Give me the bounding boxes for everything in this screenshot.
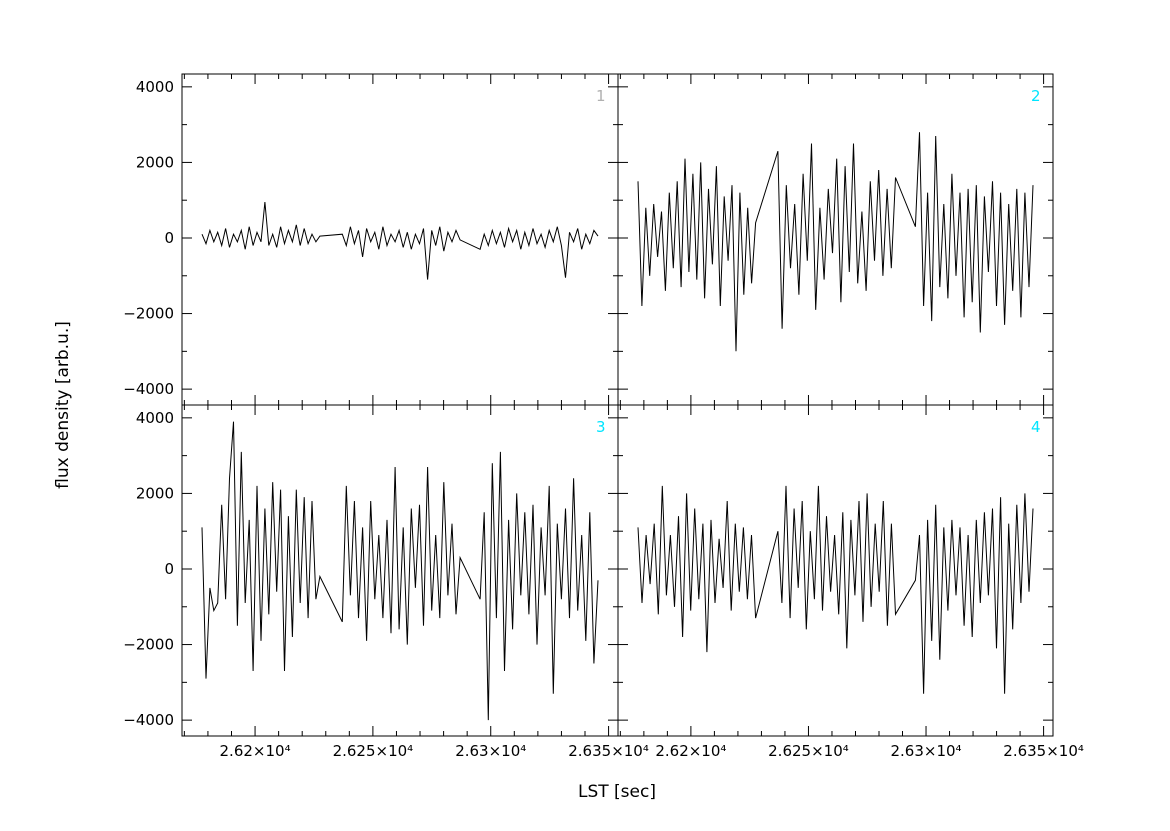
panels: −4000 −2000 0 2000 4000 1 2 −4000 −2000 0 2000 4000… — [123, 73, 1084, 760]
y-tick-label: 0 — [164, 229, 174, 247]
panel-number-label: 2 — [1031, 87, 1041, 105]
panel-frame — [181, 404, 619, 737]
x-tick-label: 2.63×10⁴ — [455, 742, 526, 760]
y-tick-label: −2000 — [123, 636, 174, 654]
y-tick-label: −4000 — [123, 380, 174, 398]
y-tick-label: −2000 — [123, 305, 174, 323]
panel-4: 2.62×10⁴ 2.625×10⁴ 2.63×10⁴ 2.635×10⁴ 4 — [617, 404, 1084, 760]
y-axis-label: flux density [arb.u.] — [53, 321, 73, 489]
series-line-panel-3 — [201, 421, 599, 721]
panel-1: −4000 −2000 0 2000 4000 1 — [123, 73, 619, 406]
y-tick-label: 4000 — [136, 409, 174, 427]
y-tick-label: 2000 — [136, 484, 174, 502]
y-tick-label: 0 — [164, 560, 174, 578]
panel-frame — [617, 404, 1054, 737]
series-line-panel-4 — [637, 485, 1034, 694]
x-tick-label: 2.635×10⁴ — [568, 742, 649, 760]
series-line-panel-2 — [637, 132, 1034, 352]
y-tick-label: −4000 — [123, 711, 174, 729]
series-line-panel-1 — [201, 202, 599, 280]
x-tick-label: 2.63×10⁴ — [890, 742, 961, 760]
x-axis-label: LST [sec] — [578, 782, 656, 802]
panel-number-label: 3 — [596, 418, 606, 436]
x-tick-label: 2.625×10⁴ — [768, 742, 849, 760]
x-tick-label: 2.62×10⁴ — [220, 742, 291, 760]
panel-number-label: 4 — [1031, 418, 1041, 436]
panel-3: −4000 −2000 0 2000 4000 2.62×10⁴ 2.625×10⁴ 2.63… — [123, 404, 649, 760]
y-tick-label: 4000 — [136, 78, 174, 96]
panel-frame — [617, 73, 1054, 406]
panel-2: 2 — [617, 73, 1054, 406]
y-tick-label: 2000 — [136, 153, 174, 171]
x-tick-label: 2.62×10⁴ — [655, 742, 726, 760]
x-tick-label: 2.635×10⁴ — [1003, 742, 1084, 760]
panel-number-label: 1 — [596, 87, 606, 105]
x-tick-label: 2.625×10⁴ — [333, 742, 414, 760]
